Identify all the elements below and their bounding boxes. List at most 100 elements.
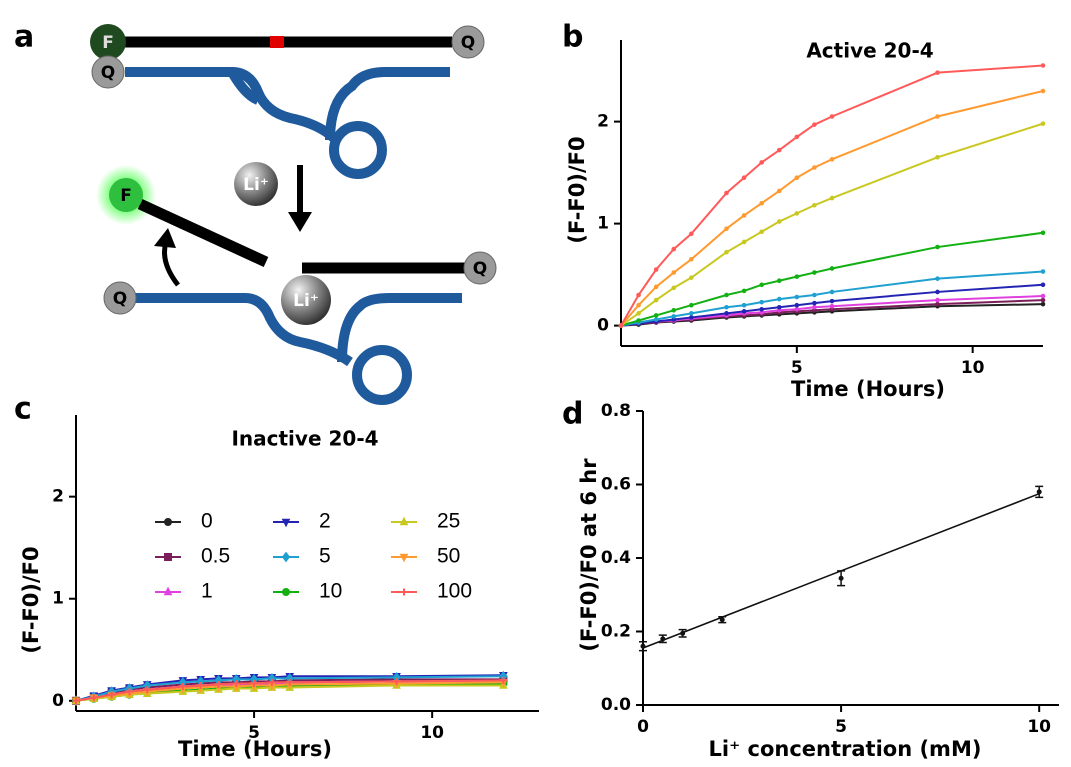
marker	[829, 114, 835, 119]
marker	[741, 175, 747, 180]
marker	[724, 249, 729, 255]
marker	[179, 683, 187, 691]
marker	[935, 155, 940, 160]
marker	[829, 266, 835, 271]
marker	[689, 302, 694, 308]
legend-label: 100	[437, 580, 472, 603]
marker	[281, 551, 291, 563]
marker	[724, 226, 729, 231]
marker	[653, 317, 659, 322]
series-line	[620, 270, 1044, 327]
marker	[1040, 88, 1046, 94]
marker	[1040, 282, 1046, 288]
marker	[741, 288, 747, 294]
marker	[636, 311, 641, 316]
marker	[794, 211, 800, 216]
marker	[812, 300, 817, 306]
fluorophore	[90, 24, 126, 60]
y-tick-label: 0.8	[601, 401, 631, 421]
cleavage-site	[270, 36, 284, 48]
marker	[776, 219, 782, 224]
marker	[689, 311, 694, 316]
marker	[935, 289, 940, 295]
point	[838, 575, 844, 581]
lithium-ion	[234, 162, 278, 206]
marker	[776, 188, 782, 194]
panel-label: a	[14, 20, 34, 55]
marker	[829, 157, 835, 162]
marker	[653, 313, 659, 318]
marker	[282, 588, 290, 596]
series-line	[75, 674, 504, 702]
marker	[759, 229, 764, 235]
y-axis-label: (F-F0)/F0 at 6 hr	[577, 458, 601, 652]
marker	[653, 297, 659, 303]
marker	[636, 302, 641, 308]
marker	[214, 680, 222, 688]
legend-label: 25	[437, 510, 460, 533]
marker	[1040, 121, 1046, 126]
marker	[829, 303, 835, 309]
marker	[759, 306, 764, 312]
marker	[812, 304, 817, 310]
marker	[689, 275, 694, 280]
marker	[829, 289, 835, 295]
diagram: F Q Q Li⁺ F Q Li⁺ Q	[90, 24, 497, 405]
legend-label: 1	[201, 580, 213, 603]
chart-title: Inactive 20-4	[231, 427, 378, 451]
marker	[671, 270, 677, 275]
marker	[72, 697, 80, 705]
marker	[741, 309, 747, 314]
x-axis-label: Li⁺ concentration (mM)	[709, 737, 982, 761]
enzyme-strand	[227, 69, 261, 105]
enzyme-strand	[135, 293, 462, 367]
diagram-label: Q	[461, 33, 475, 53]
x-tick-label: 10	[961, 358, 985, 378]
panel-label: d	[562, 397, 583, 432]
marker	[671, 246, 677, 252]
marker	[829, 195, 835, 201]
marker	[164, 518, 172, 526]
fluorophore	[109, 178, 143, 212]
marker	[794, 274, 800, 279]
y-tick-label: 0	[52, 691, 64, 711]
marker	[812, 165, 817, 170]
marker	[1040, 269, 1046, 274]
marker	[759, 200, 764, 206]
lithium-ion	[281, 275, 331, 325]
point	[1036, 489, 1042, 495]
marker	[741, 239, 747, 245]
marker	[829, 298, 835, 304]
diagram-label: Li⁺	[293, 291, 319, 311]
arrow	[162, 241, 180, 287]
panel-label: c	[14, 392, 32, 427]
marker	[935, 244, 940, 250]
x-axis-label: Time (Hours)	[791, 377, 945, 401]
x-tick-label: 5	[835, 717, 847, 737]
marker	[281, 518, 291, 528]
enzyme-loop	[329, 121, 387, 179]
marker	[759, 160, 764, 165]
arrow-head	[288, 212, 312, 232]
series-line	[620, 90, 1044, 327]
marker	[741, 213, 747, 218]
x-tick-label: 10	[420, 723, 444, 743]
marker	[794, 306, 800, 312]
marker	[399, 516, 409, 526]
marker	[776, 304, 782, 310]
marker	[671, 285, 677, 291]
panel-label: b	[562, 20, 583, 55]
marker	[935, 297, 940, 303]
marker	[1040, 230, 1046, 236]
marker	[724, 190, 729, 196]
marker	[812, 270, 817, 275]
marker	[653, 284, 659, 290]
marker	[268, 678, 276, 686]
enzyme-loop	[352, 345, 412, 405]
marker	[1040, 297, 1046, 303]
marker	[618, 323, 624, 328]
marker	[164, 553, 172, 561]
marker	[812, 202, 817, 208]
marker	[400, 588, 408, 596]
